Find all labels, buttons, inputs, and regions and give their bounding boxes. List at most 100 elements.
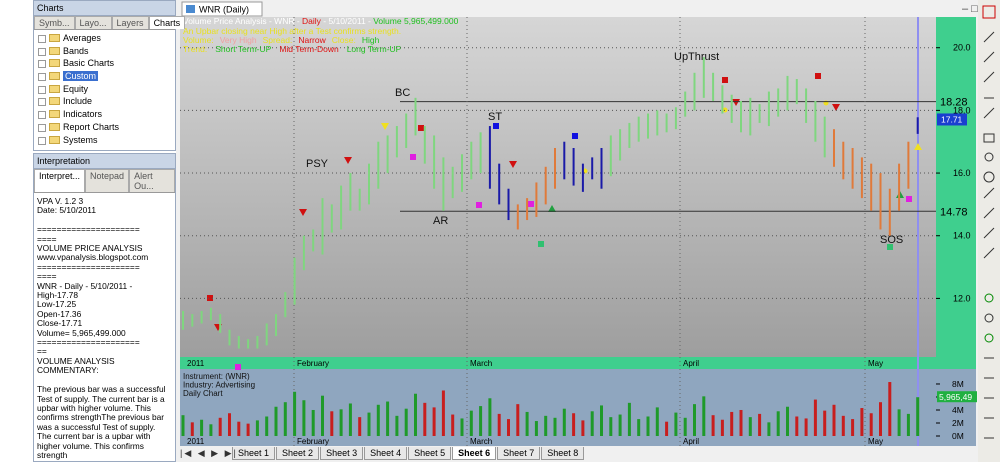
tree-label: Indicators [63, 109, 103, 120]
volume-bar [897, 409, 901, 436]
sheet-nav[interactable]: |◀ ◀ ▶ ▶| [180, 448, 238, 458]
panel-tab[interactable]: Interpret... [34, 169, 86, 192]
sheet-tab[interactable]: Sheet 5 [408, 447, 452, 460]
volume-tick-label: 2M [952, 418, 964, 428]
volume-bar [507, 419, 510, 436]
volume-bar [423, 402, 427, 436]
text-line: Test of supply. The current bar is a [37, 393, 165, 404]
sheet-tab[interactable]: Sheet 1 [232, 447, 276, 460]
volume-bar [488, 398, 492, 436]
panel-tab[interactable]: Symb... [34, 16, 75, 29]
volume-bar [804, 418, 808, 436]
header-part: High [362, 35, 380, 45]
volume-bar [246, 423, 250, 436]
sheet-tab[interactable]: Sheet 3 [320, 447, 364, 460]
volume-bar [321, 395, 324, 436]
chart-status: Volume: Very High Spread: Narrow Close: High [183, 35, 380, 45]
volume-tick-label: 0M [952, 431, 964, 441]
volume-bar [693, 404, 696, 436]
toolbar-icons[interactable] [982, 5, 996, 439]
tree-item[interactable]: Equity [34, 83, 175, 96]
volume-info: Daily Chart [183, 389, 223, 398]
text-line: higher volume. This confirms [37, 440, 144, 451]
volume-bar [590, 411, 594, 436]
panel-tab[interactable]: Alert Ou... [129, 169, 175, 192]
tree-item[interactable]: Report Charts [34, 121, 175, 134]
chart-tab[interactable] [181, 1, 263, 17]
text-line: ===================== [37, 337, 140, 348]
panel-tab[interactable]: Layo... [74, 16, 112, 29]
tab-icon [186, 5, 195, 13]
volume-bar [358, 417, 362, 436]
price-axis [936, 17, 976, 357]
date-axis [180, 357, 976, 369]
sheet-tab[interactable]: Sheet 4 [364, 447, 408, 460]
text-line: WNR - Daily - 5/10/2011 - [37, 280, 133, 291]
volume-bar [516, 404, 520, 436]
text-line: ==== [37, 271, 57, 282]
volume-bar [906, 413, 910, 436]
tree-item[interactable]: Indicators [34, 108, 175, 121]
chart-header: Volume Price Analysis - WNR - Daily - 5/… [183, 16, 459, 26]
header-part: Trend: [183, 44, 207, 54]
text-line: upbar with higher volume. This [37, 402, 151, 413]
date-label: March [470, 359, 492, 368]
date-label: May [868, 437, 883, 446]
tree-item[interactable]: Custom [34, 70, 175, 83]
date-label: March [470, 437, 492, 446]
text-line: ===================== [37, 224, 140, 235]
volume-bar [581, 420, 585, 436]
tree-item[interactable]: Include [34, 95, 175, 108]
text-line: Date: 5/10/2011 [37, 205, 96, 216]
text-line: == [37, 346, 47, 357]
tree-item[interactable]: Averages [34, 32, 175, 45]
volume-bar [330, 411, 334, 436]
tree-label: Averages [63, 33, 101, 43]
panel-tab[interactable]: Layers [111, 16, 149, 29]
volume-tick-label: 8M [952, 379, 964, 389]
sheet-tab[interactable]: Sheet 2 [276, 447, 320, 460]
y-tick-label: 20.0 [953, 43, 971, 53]
tree-item[interactable]: Basic Charts [34, 57, 175, 70]
tree-item[interactable]: Bands [34, 45, 175, 58]
volume-bar [311, 409, 315, 436]
sheet-tab[interactable]: Sheet 7 [497, 447, 541, 460]
volume-bar [544, 415, 548, 436]
volume-bar [879, 402, 882, 436]
drawing-toolbar [978, 0, 1000, 462]
date-label: 2011 [187, 359, 205, 368]
volume-bar [432, 407, 436, 436]
panel-tab[interactable]: Charts [148, 16, 186, 29]
volume-bar [758, 413, 762, 436]
sheet-tab[interactable]: Sheet 6 [452, 447, 497, 460]
sheet-tabs: Sheet 1 Sheet 2 Sheet 3 Sheet 4 Sheet 5 Sheet… [232, 447, 585, 460]
volume-bar [888, 382, 892, 436]
volume-bar [637, 419, 641, 436]
volume-bar [339, 409, 343, 436]
wyckoff-label: PSY [306, 158, 329, 170]
volume-bar [730, 411, 734, 436]
volume-bar [562, 408, 566, 436]
volume-bar [293, 391, 297, 436]
text-block: The previous bar was a successful Test of… [37, 384, 175, 460]
date-label: April [683, 437, 699, 446]
header-part: Spread: [263, 35, 293, 45]
sheet-tab[interactable]: Sheet 8 [541, 447, 585, 460]
volume-bar [376, 404, 380, 436]
panel-tab[interactable]: Notepad [85, 169, 130, 192]
tree-item[interactable]: Systems [34, 134, 175, 147]
volume-bar [832, 404, 836, 436]
volume-bar [218, 417, 222, 436]
volume-bar [627, 402, 631, 436]
volume-bar [302, 400, 306, 436]
volume-bar [674, 412, 678, 436]
text-line: confirms strengthThe previous bar [37, 412, 165, 423]
header-part: Close: [332, 35, 356, 45]
header-part: Mid Term-Down [279, 44, 339, 54]
panel-title: Interpretation [34, 154, 175, 169]
text-line: was a successful Test of supply. [37, 421, 156, 432]
volume-bar [283, 402, 287, 436]
text-block: VPA V. 1.2 3 Date: 5/10/2011 [37, 196, 175, 216]
text-line: Close-17.71 [37, 318, 83, 329]
volume-bar [711, 415, 715, 436]
